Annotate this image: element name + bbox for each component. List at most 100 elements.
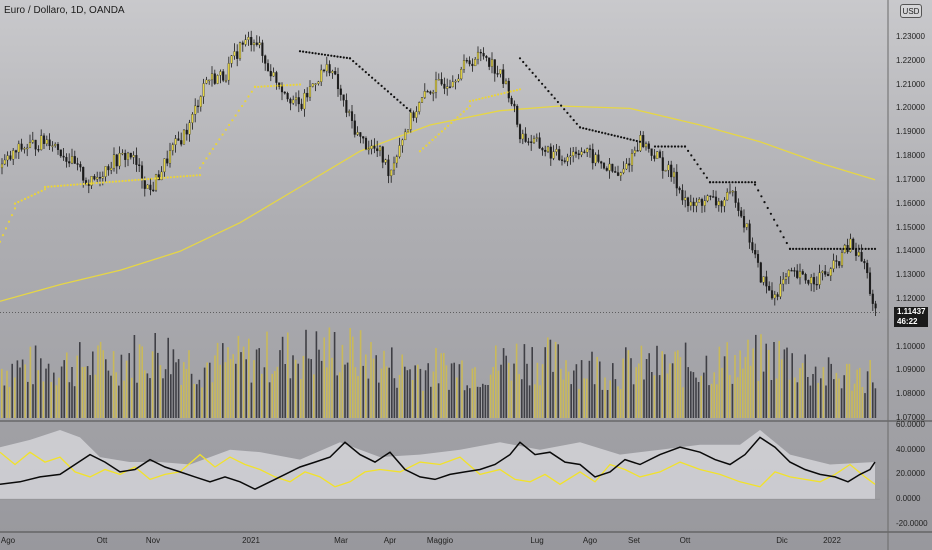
volume-bar <box>656 345 658 418</box>
psar-dot-bullish <box>443 127 447 130</box>
volume-bar <box>690 371 692 418</box>
candle-body <box>482 52 485 57</box>
volume-bar <box>359 330 362 418</box>
volume-bar <box>172 349 175 418</box>
candle-body <box>720 201 723 207</box>
candle-body <box>12 150 15 160</box>
volume-bar <box>242 346 245 418</box>
candle-body <box>457 78 460 82</box>
psar-dot-bearish <box>408 109 412 112</box>
candle-body <box>359 132 362 137</box>
volume-bar <box>734 355 736 418</box>
volume-bar <box>185 368 188 418</box>
candle-body <box>754 250 757 255</box>
volume-bar <box>703 372 705 418</box>
psar-dot-bullish <box>121 179 124 183</box>
psar-dot-bearish <box>402 104 405 107</box>
volume-bar <box>721 367 723 418</box>
candle-body <box>404 131 407 141</box>
volume-bar <box>120 354 123 418</box>
candle-body <box>826 274 830 276</box>
bar-countdown: 46:22 <box>897 317 918 326</box>
volume-bar <box>635 367 637 418</box>
volume-bar <box>515 343 518 418</box>
psar-dot-bullish <box>221 133 224 136</box>
psar-dot-bullish <box>114 180 118 183</box>
volume-bar <box>609 380 611 418</box>
volume-bar <box>770 380 773 418</box>
psar-dot-bearish <box>807 247 811 250</box>
candle-body <box>782 279 785 285</box>
psar-dot-bearish <box>594 130 597 133</box>
volume-bar <box>534 384 536 418</box>
volume-bar <box>297 363 299 418</box>
psar-dot-bullish <box>37 191 40 194</box>
psar-dot-bearish <box>531 71 534 74</box>
psar-dot-bearish <box>845 247 848 250</box>
currency-scale-button[interactable]: USD <box>900 4 922 18</box>
volume-bar <box>159 365 162 418</box>
psar-dot-bearish <box>705 176 709 179</box>
volume-bar <box>274 371 276 418</box>
psar-dot-bearish <box>522 60 525 64</box>
psar-dot-bearish <box>687 149 690 152</box>
volume-bar <box>505 355 507 418</box>
price-tick-label: 1.19000 <box>896 127 925 137</box>
volume-bar <box>287 332 289 418</box>
candle-body <box>860 251 863 262</box>
candle-body <box>233 51 236 57</box>
candle-body <box>695 202 698 207</box>
candle-body <box>261 42 264 56</box>
candle-body <box>238 42 242 59</box>
psar-dot-bearish <box>345 56 348 60</box>
candle-body <box>154 174 158 191</box>
psar-dot-bullish <box>224 128 227 131</box>
volume-bar <box>786 347 788 418</box>
psar-dot-bearish <box>702 172 705 175</box>
candle-body <box>180 140 183 145</box>
volume-bar <box>864 393 866 418</box>
volume-bar <box>177 359 180 418</box>
psar-dot-bearish <box>616 135 620 138</box>
price-tick-label: 1.14000 <box>896 246 925 256</box>
candle-body <box>194 105 197 115</box>
candle-body <box>185 129 188 135</box>
candle-body <box>208 79 211 82</box>
candle-body <box>118 153 121 167</box>
psar-dot-bearish <box>721 181 725 184</box>
psar-dot-bearish <box>578 126 582 129</box>
candle-body <box>140 165 144 181</box>
psar-dot-bearish <box>355 62 358 65</box>
volume-bar <box>817 382 819 418</box>
candle-body <box>320 69 323 82</box>
psar-dot-bullish <box>490 94 493 98</box>
candle-body <box>356 132 359 135</box>
psar-dot-bullish <box>247 95 250 98</box>
psar-dot-bullish <box>150 177 153 180</box>
volume-bar <box>687 367 689 418</box>
price-tick-label: 1.13000 <box>896 270 925 280</box>
volume-bar <box>682 387 684 418</box>
volume-bar <box>453 362 455 418</box>
candle-body <box>42 135 46 144</box>
psar-dot-bullish <box>481 97 484 100</box>
psar-dot-bullish <box>43 188 47 191</box>
volume-bar <box>162 378 164 418</box>
psar-dot-bearish <box>601 131 604 134</box>
volume-bar <box>180 385 182 418</box>
volume-bar <box>276 366 279 418</box>
volume-bar <box>367 378 370 418</box>
psar-dot-bearish <box>635 139 638 143</box>
psar-dot-bullish <box>140 178 143 181</box>
volume-bar <box>466 385 468 418</box>
time-tick-label: Nov <box>145 536 161 545</box>
volume-bar <box>422 390 424 418</box>
volume-bar <box>34 345 37 418</box>
time-tick-label: Ott <box>96 536 108 545</box>
volume-bar <box>333 332 336 418</box>
volume-bar <box>500 364 502 418</box>
candle-body <box>303 92 306 110</box>
volume-bar <box>544 347 546 418</box>
